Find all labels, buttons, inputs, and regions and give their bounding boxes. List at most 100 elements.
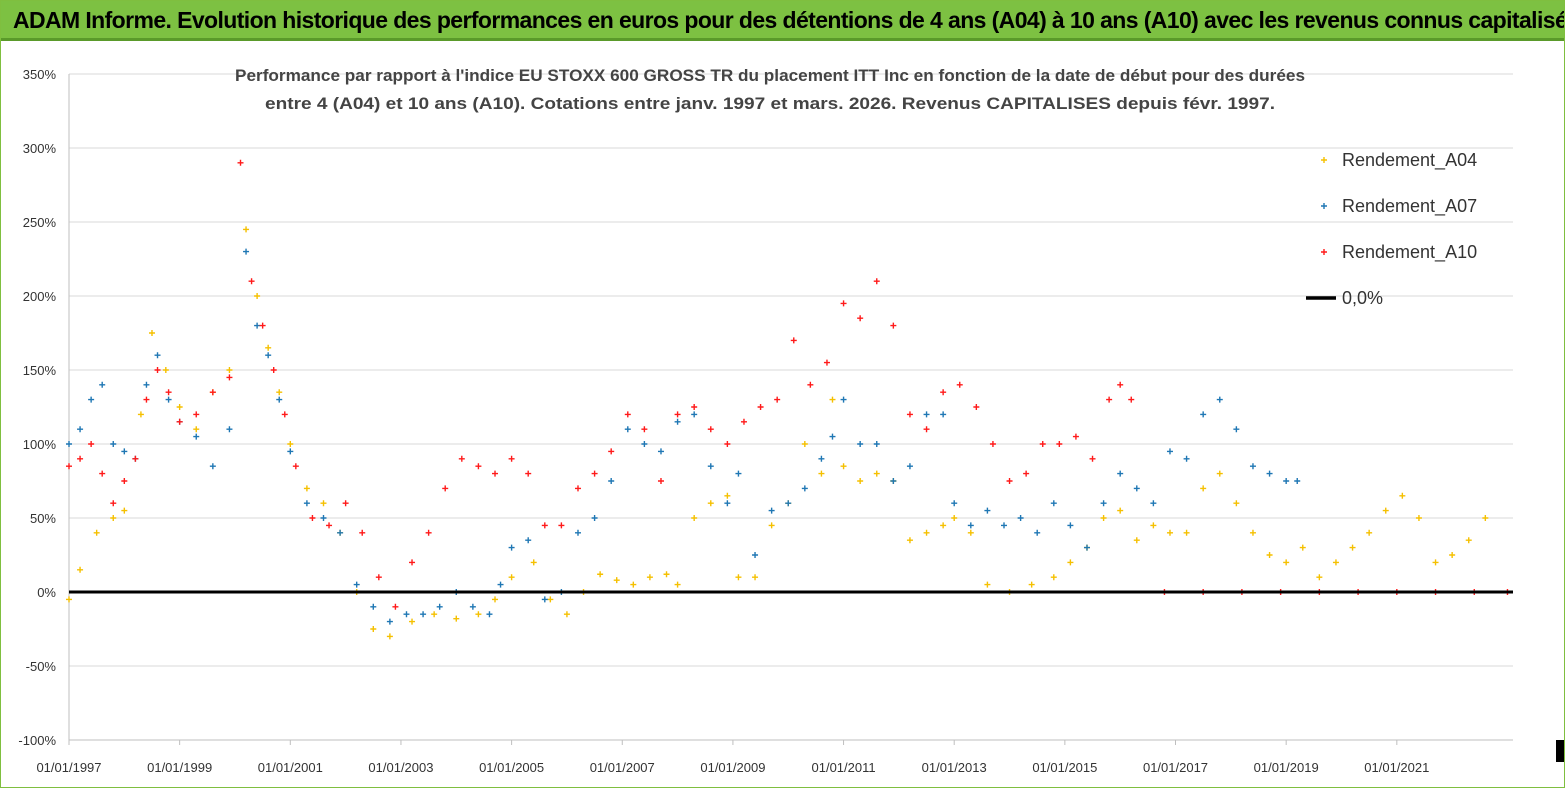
data-point: [1266, 470, 1273, 477]
data-point: [707, 463, 714, 470]
y-tick-label: 0%: [37, 585, 56, 600]
data-point: [77, 566, 84, 573]
data-point: [735, 470, 742, 477]
data-point: [337, 529, 344, 536]
data-point: [674, 411, 681, 418]
data-point: [641, 441, 648, 447]
data-point: [143, 396, 150, 403]
data-point: [248, 278, 255, 285]
data-point: [132, 455, 139, 462]
data-point: [77, 455, 84, 462]
y-tick-label: 150%: [23, 363, 57, 378]
data-point: [1117, 381, 1124, 388]
y-tick-label: 50%: [30, 511, 56, 526]
data-point: [840, 463, 847, 470]
data-point: [1028, 581, 1035, 588]
legend-marker: [1321, 157, 1327, 163]
data-point: [176, 418, 183, 425]
data-point: [508, 574, 515, 581]
data-point: [458, 455, 465, 462]
data-point: [530, 559, 537, 566]
data-point: [265, 352, 272, 359]
data-point: [541, 596, 548, 603]
data-point: [1089, 455, 1096, 462]
data-point: [940, 389, 947, 396]
data-point: [353, 581, 360, 588]
x-tick-label: 01/01/1997: [36, 760, 101, 775]
data-point: [1465, 537, 1472, 544]
data-point: [873, 278, 880, 285]
y-tick-label: 100%: [23, 437, 57, 452]
data-point: [574, 529, 581, 536]
data-point: [303, 500, 310, 507]
data-point: [663, 571, 670, 578]
data-point: [386, 618, 393, 625]
data-point: [326, 522, 333, 529]
data-point: [674, 581, 681, 588]
legend-label: 0,0%: [1342, 288, 1383, 308]
data-point: [320, 500, 327, 507]
chart-title-line: entre 4 (A04) et 10 ans (A10). Cotations…: [265, 94, 1275, 113]
x-axis-ticks: 01/01/1997 01/01/1999 01/01/2001 01/01/2003…: [36, 740, 1429, 775]
y-tick-label: -50%: [26, 659, 57, 674]
data-point: [162, 367, 169, 373]
data-point: [442, 485, 449, 492]
data-point: [1023, 470, 1030, 477]
data-point: [1183, 529, 1190, 536]
legend-marker: [1321, 203, 1327, 209]
data-point: [226, 367, 233, 373]
x-tick-label: 01/01/1999: [147, 760, 212, 775]
data-point: [475, 463, 482, 470]
data-point: [1117, 470, 1124, 477]
banner: ADAM Informe. Evolution historique des p…: [1, 1, 1564, 41]
data-point: [840, 396, 847, 403]
data-point: [342, 500, 349, 507]
data-point: [287, 441, 294, 447]
data-point: [243, 248, 250, 255]
data-point: [110, 515, 117, 521]
data-point: [176, 404, 183, 410]
data-point: [1150, 522, 1157, 529]
data-point: [508, 544, 515, 551]
x-tick-label: 01/01/2001: [258, 760, 323, 775]
data-point: [630, 581, 637, 588]
data-point: [409, 559, 416, 566]
data-point: [292, 463, 299, 470]
data-point: [492, 470, 499, 477]
data-point: [724, 441, 731, 447]
data-point: [1150, 500, 1157, 507]
data-point: [608, 448, 615, 455]
data-point: [956, 381, 963, 388]
data-point: [1133, 485, 1140, 492]
data-point: [906, 463, 913, 470]
data-point: [1166, 448, 1173, 455]
data-point: [1106, 396, 1113, 403]
data-point: [281, 411, 288, 418]
data-point: [1100, 500, 1107, 507]
data-point: [226, 374, 233, 381]
data-point: [608, 478, 615, 484]
data-point: [541, 522, 548, 529]
data-point: [752, 574, 759, 581]
data-point: [1056, 441, 1063, 447]
x-tick-label: 01/01/2019: [1254, 760, 1319, 775]
data-point: [857, 315, 864, 322]
data-point: [88, 441, 95, 447]
data-point: [1415, 515, 1422, 521]
data-point: [403, 611, 410, 618]
data-point: [1200, 485, 1207, 492]
data-point: [1072, 433, 1079, 440]
data-point: [121, 478, 128, 484]
data-point: [707, 426, 714, 433]
data-point: [154, 352, 161, 359]
data-point: [270, 367, 277, 373]
legend-marker: [1321, 249, 1327, 255]
data-point: [392, 603, 399, 610]
data-point: [657, 448, 664, 455]
data-point: [110, 441, 117, 447]
data-point: [137, 411, 144, 418]
data-point: [1034, 529, 1041, 536]
x-tick-label: 01/01/2009: [700, 760, 765, 775]
